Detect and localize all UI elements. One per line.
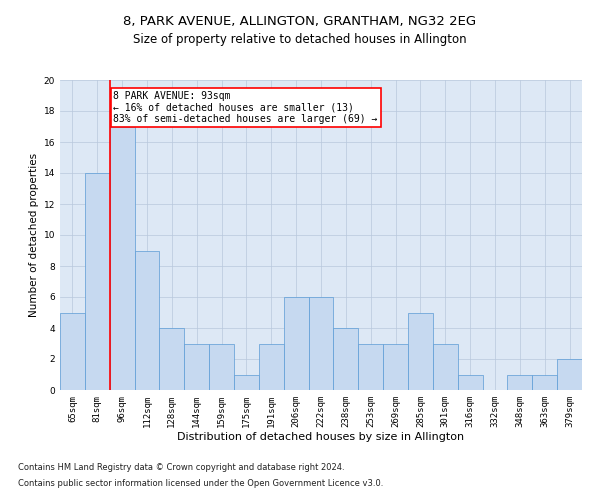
Bar bbox=[458, 374, 482, 390]
Bar bbox=[508, 374, 532, 390]
Bar bbox=[234, 374, 259, 390]
Bar bbox=[358, 344, 383, 390]
Bar bbox=[334, 328, 358, 390]
Bar bbox=[408, 312, 433, 390]
Bar bbox=[110, 126, 134, 390]
Bar bbox=[184, 344, 209, 390]
Text: 8, PARK AVENUE, ALLINGTON, GRANTHAM, NG32 2EG: 8, PARK AVENUE, ALLINGTON, GRANTHAM, NG3… bbox=[124, 15, 476, 28]
Y-axis label: Number of detached properties: Number of detached properties bbox=[29, 153, 40, 317]
Bar bbox=[85, 173, 110, 390]
Text: Size of property relative to detached houses in Allington: Size of property relative to detached ho… bbox=[133, 32, 467, 46]
Bar bbox=[284, 297, 308, 390]
Bar bbox=[308, 297, 334, 390]
Bar bbox=[134, 250, 160, 390]
Bar bbox=[383, 344, 408, 390]
Text: Contains HM Land Registry data © Crown copyright and database right 2024.: Contains HM Land Registry data © Crown c… bbox=[18, 464, 344, 472]
Bar bbox=[433, 344, 458, 390]
Text: Distribution of detached houses by size in Allington: Distribution of detached houses by size … bbox=[178, 432, 464, 442]
Bar bbox=[259, 344, 284, 390]
Bar bbox=[60, 312, 85, 390]
Bar bbox=[557, 359, 582, 390]
Bar bbox=[532, 374, 557, 390]
Bar bbox=[160, 328, 184, 390]
Text: 8 PARK AVENUE: 93sqm
← 16% of detached houses are smaller (13)
83% of semi-detac: 8 PARK AVENUE: 93sqm ← 16% of detached h… bbox=[113, 91, 378, 124]
Bar bbox=[209, 344, 234, 390]
Text: Contains public sector information licensed under the Open Government Licence v3: Contains public sector information licen… bbox=[18, 478, 383, 488]
